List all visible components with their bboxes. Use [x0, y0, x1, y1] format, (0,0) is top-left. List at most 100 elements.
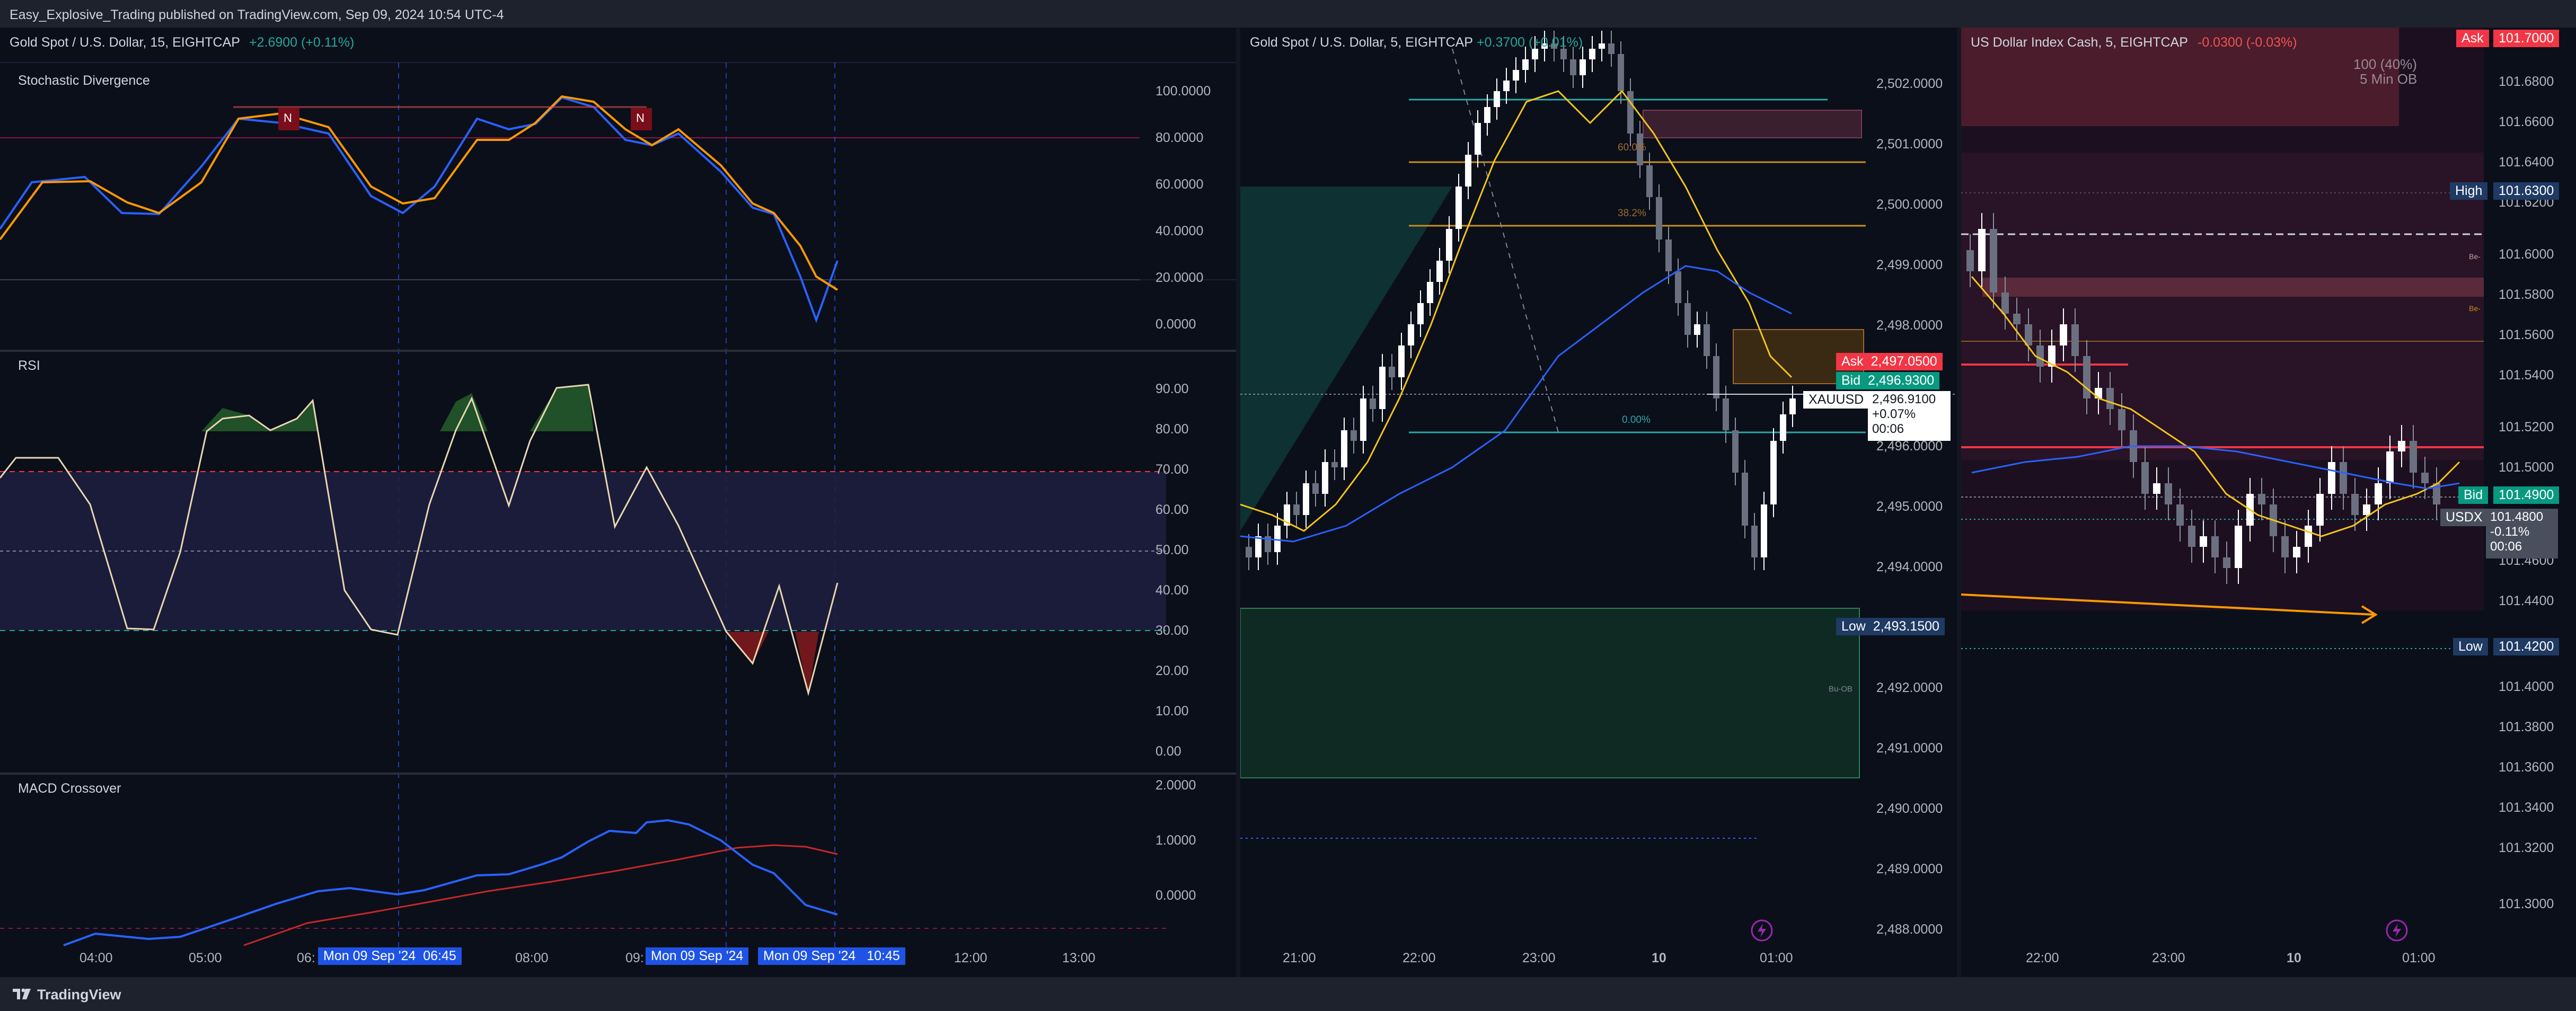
candle: [1627, 91, 1634, 134]
right-high-tag: High: [2450, 182, 2488, 200]
rsi-overbought-fill-2: [440, 393, 488, 431]
stoch-k-line: [0, 96, 839, 323]
candle: [1751, 526, 1758, 557]
candle: [1312, 483, 1319, 494]
crosshair-time-label-1: Mon 09 Sep '24 06:45: [318, 947, 462, 965]
candle: [2141, 462, 2149, 494]
candle: [1541, 43, 1548, 49]
candle: [1455, 187, 1462, 229]
candle: [2363, 504, 2370, 515]
candle: [2048, 345, 2055, 367]
left-pane-separator-1[interactable]: [0, 350, 1236, 352]
candle: [2060, 324, 2067, 345]
candle: [2398, 441, 2405, 451]
rsi-title[interactable]: RSI: [18, 358, 40, 373]
middle-low-tag: Low 2,493.1500: [1836, 618, 1945, 635]
right-bid-tag: Bid: [2458, 486, 2489, 504]
candle: [2375, 483, 2382, 504]
stoch-title[interactable]: Stochastic Divergence: [18, 73, 150, 88]
candle: [1331, 462, 1338, 467]
candle: [1293, 504, 1300, 515]
candle: [1484, 107, 1490, 123]
candle: [2001, 292, 2009, 314]
candle: [2036, 345, 2044, 367]
rsi-overbought-fill-3: [530, 385, 594, 431]
middle-bid-tag: Bid 2,496.9300: [1836, 372, 1940, 389]
candle: [1303, 483, 1309, 515]
tradingview-logo-icon[interactable]: [12, 986, 33, 1001]
left-chart-panel[interactable]: Gold Spot / U.S. Dollar, 15, EIGHTCAP +2…: [0, 28, 1236, 977]
middle-change: +0.3700 (+0.01%): [1477, 35, 1583, 50]
candle: [1417, 303, 1424, 324]
macd-signal-line: [243, 844, 838, 946]
candle: [1570, 59, 1576, 75]
right-change: -0.0300 (-0.03%): [2198, 35, 2297, 50]
candle: [1780, 414, 1786, 441]
middle-symbol-title[interactable]: Gold Spot / U.S. Dollar, 5, EIGHTCAP: [1250, 35, 1473, 50]
rsi-overbought-fill-1: [201, 401, 318, 431]
candle: [2013, 314, 2021, 324]
left-symbol-title[interactable]: Gold Spot / U.S. Dollar, 15, EIGHTCAP: [10, 35, 240, 50]
ob-volume-label: 100 (40%): [2353, 56, 2417, 72]
right-symbol-title[interactable]: US Dollar Index Cash, 5, EIGHTCAP: [1971, 35, 2188, 50]
candle: [2386, 451, 2394, 483]
middle-slow-ma: [1240, 265, 1792, 543]
candle: [1284, 504, 1290, 526]
candle: [2106, 388, 2114, 409]
candle: [1341, 430, 1347, 467]
candle: [2200, 536, 2207, 547]
right-chart-panel[interactable]: US Dollar Index Cash, 5, EIGHTCAP -0.030…: [1961, 28, 2576, 977]
divergence-marker-label-2: N: [636, 111, 645, 125]
bearish-order-block: [1961, 28, 2399, 126]
candle: [1322, 462, 1328, 494]
flash-icon[interactable]: [1750, 919, 1774, 942]
candle: [1770, 441, 1777, 504]
candle: [2165, 483, 2172, 504]
candle: [1551, 43, 1557, 49]
candle: [2421, 473, 2429, 483]
candle: [1265, 536, 1271, 552]
divergence-marker-2: [631, 108, 652, 130]
be-label-2: Be-: [2469, 304, 2481, 313]
candle: [1665, 240, 1672, 271]
candle: [1351, 430, 1357, 441]
candle: [2118, 409, 2125, 430]
right-price-box: 101.4800 -0.11% 00:06: [2486, 509, 2558, 558]
candle: [1580, 59, 1586, 75]
bearish-fvg: [1982, 278, 2484, 297]
right-price-svg: [1961, 28, 2484, 649]
fib-label-38: 38.2%: [1618, 208, 1646, 219]
candle: [1274, 526, 1281, 552]
candle: [1560, 49, 1567, 59]
candle: [1246, 547, 1252, 557]
bullish-order-block: [1240, 608, 1860, 778]
candle: [1637, 134, 1643, 165]
publish-bar: Easy_Explosive_Trading published on Trad…: [0, 0, 2576, 28]
candle: [1646, 165, 1653, 197]
candle: [2223, 557, 2230, 568]
right-low-value: 101.4200: [2493, 638, 2560, 655]
candle: [2328, 462, 2335, 494]
candle: [1494, 91, 1500, 107]
middle-chart-panel[interactable]: Gold Spot / U.S. Dollar, 5, EIGHTCAP +0.…: [1240, 28, 1957, 977]
candle: [2293, 547, 2300, 557]
candle: [1398, 345, 1405, 377]
fib-label-0: 0.00%: [1622, 414, 1651, 425]
candle: [1618, 54, 1624, 91]
middle-symbol-tag: XAUUSD: [1803, 391, 1869, 409]
brand-name[interactable]: TradingView: [37, 987, 121, 1003]
order-block-label: Bu-OB: [1829, 685, 1853, 694]
candle: [1475, 123, 1481, 155]
middle-price-svg: [1240, 31, 1957, 839]
candle: [1255, 536, 1261, 557]
macd-title[interactable]: MACD Crossover: [18, 781, 121, 796]
left-pane-separator-2[interactable]: [0, 773, 1236, 775]
candle: [1436, 261, 1443, 282]
left-indicators-svg: [0, 62, 1236, 950]
candle: [1966, 250, 1974, 271]
right-high-value: 101.6300: [2493, 182, 2560, 200]
rsi-line: [0, 384, 839, 696]
candle: [2433, 483, 2440, 504]
flash-icon[interactable]: [2385, 919, 2409, 942]
candle: [1978, 229, 1986, 271]
